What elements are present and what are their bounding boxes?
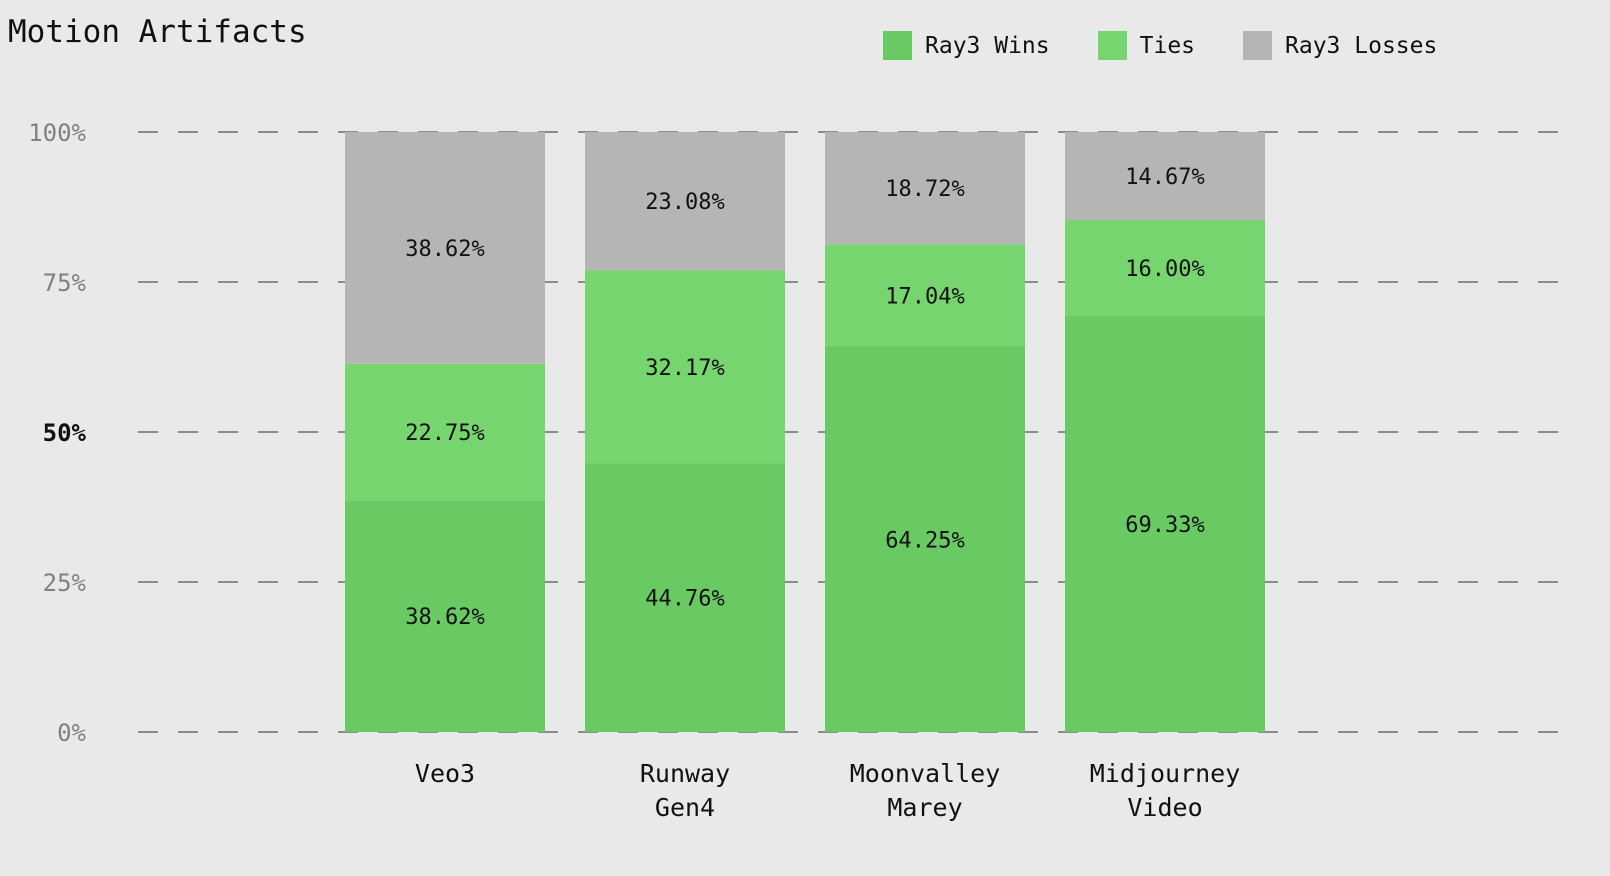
y-tick-label: 75% — [43, 269, 87, 297]
x-tick-label: Gen4 — [655, 793, 715, 822]
x-tick-label: Moonvalley — [850, 759, 1001, 788]
x-tick-label: Marey — [887, 793, 962, 822]
legend-item-losses: Ray3 Losses — [1243, 31, 1437, 60]
y-tick-label: 25% — [43, 569, 87, 597]
data-label: 18.72% — [885, 177, 964, 202]
legend-label-losses: Ray3 Losses — [1285, 32, 1438, 59]
data-label: 17.04% — [885, 284, 964, 309]
bar-segment — [1065, 220, 1265, 317]
data-label: 69.33% — [1125, 513, 1204, 538]
x-tick-label: Midjourney — [1090, 759, 1241, 788]
x-tick-label: Veo3 — [415, 759, 475, 788]
y-tick-label: 50% — [43, 419, 87, 447]
legend-item-ties: Ties — [1097, 31, 1196, 60]
data-label: 38.62% — [405, 605, 484, 630]
legend: Ray3 Wins Ties Ray3 Losses — [883, 31, 1485, 60]
bar-segment — [1065, 316, 1265, 732]
bar-segment — [345, 363, 545, 501]
legend-label-wins: Ray3 Wins — [925, 32, 1050, 59]
legend-swatch-losses — [1243, 31, 1273, 60]
bar-segment — [345, 500, 545, 732]
bar-segment — [1065, 132, 1265, 221]
legend-item-wins: Ray3 Wins — [883, 31, 1050, 60]
data-label: 64.25% — [885, 528, 964, 553]
bar-segment — [585, 132, 785, 271]
x-tick-label: Video — [1127, 793, 1202, 822]
x-tick-label: Runway — [640, 759, 730, 788]
data-label: 32.17% — [645, 356, 724, 381]
bar-segment — [585, 463, 785, 732]
labels: 0% 25% 50% 75% 100% 38.62% 22.75% 38.62% Veo3 44.… — [28, 119, 1240, 822]
bar-segment — [825, 244, 1025, 347]
data-label: 23.08% — [645, 190, 724, 215]
legend-label-ties: Ties — [1139, 32, 1196, 59]
bar-segment — [825, 132, 1025, 245]
bar-segment — [585, 270, 785, 464]
bar-segment — [345, 132, 545, 364]
bar-segment — [825, 346, 1025, 732]
data-label: 14.67% — [1125, 165, 1204, 190]
legend-swatch-wins — [883, 31, 912, 60]
y-tick-label: 0% — [57, 719, 86, 747]
data-label: 16.00% — [1125, 257, 1204, 282]
y-tick-label: 100% — [28, 119, 86, 147]
data-label: 22.75% — [405, 421, 484, 446]
chart-title: Motion Artifacts — [8, 14, 307, 50]
data-label: 38.62% — [405, 237, 484, 262]
legend-swatch-ties — [1097, 31, 1127, 60]
data-label: 44.76% — [645, 587, 724, 612]
bars — [345, 132, 1265, 732]
